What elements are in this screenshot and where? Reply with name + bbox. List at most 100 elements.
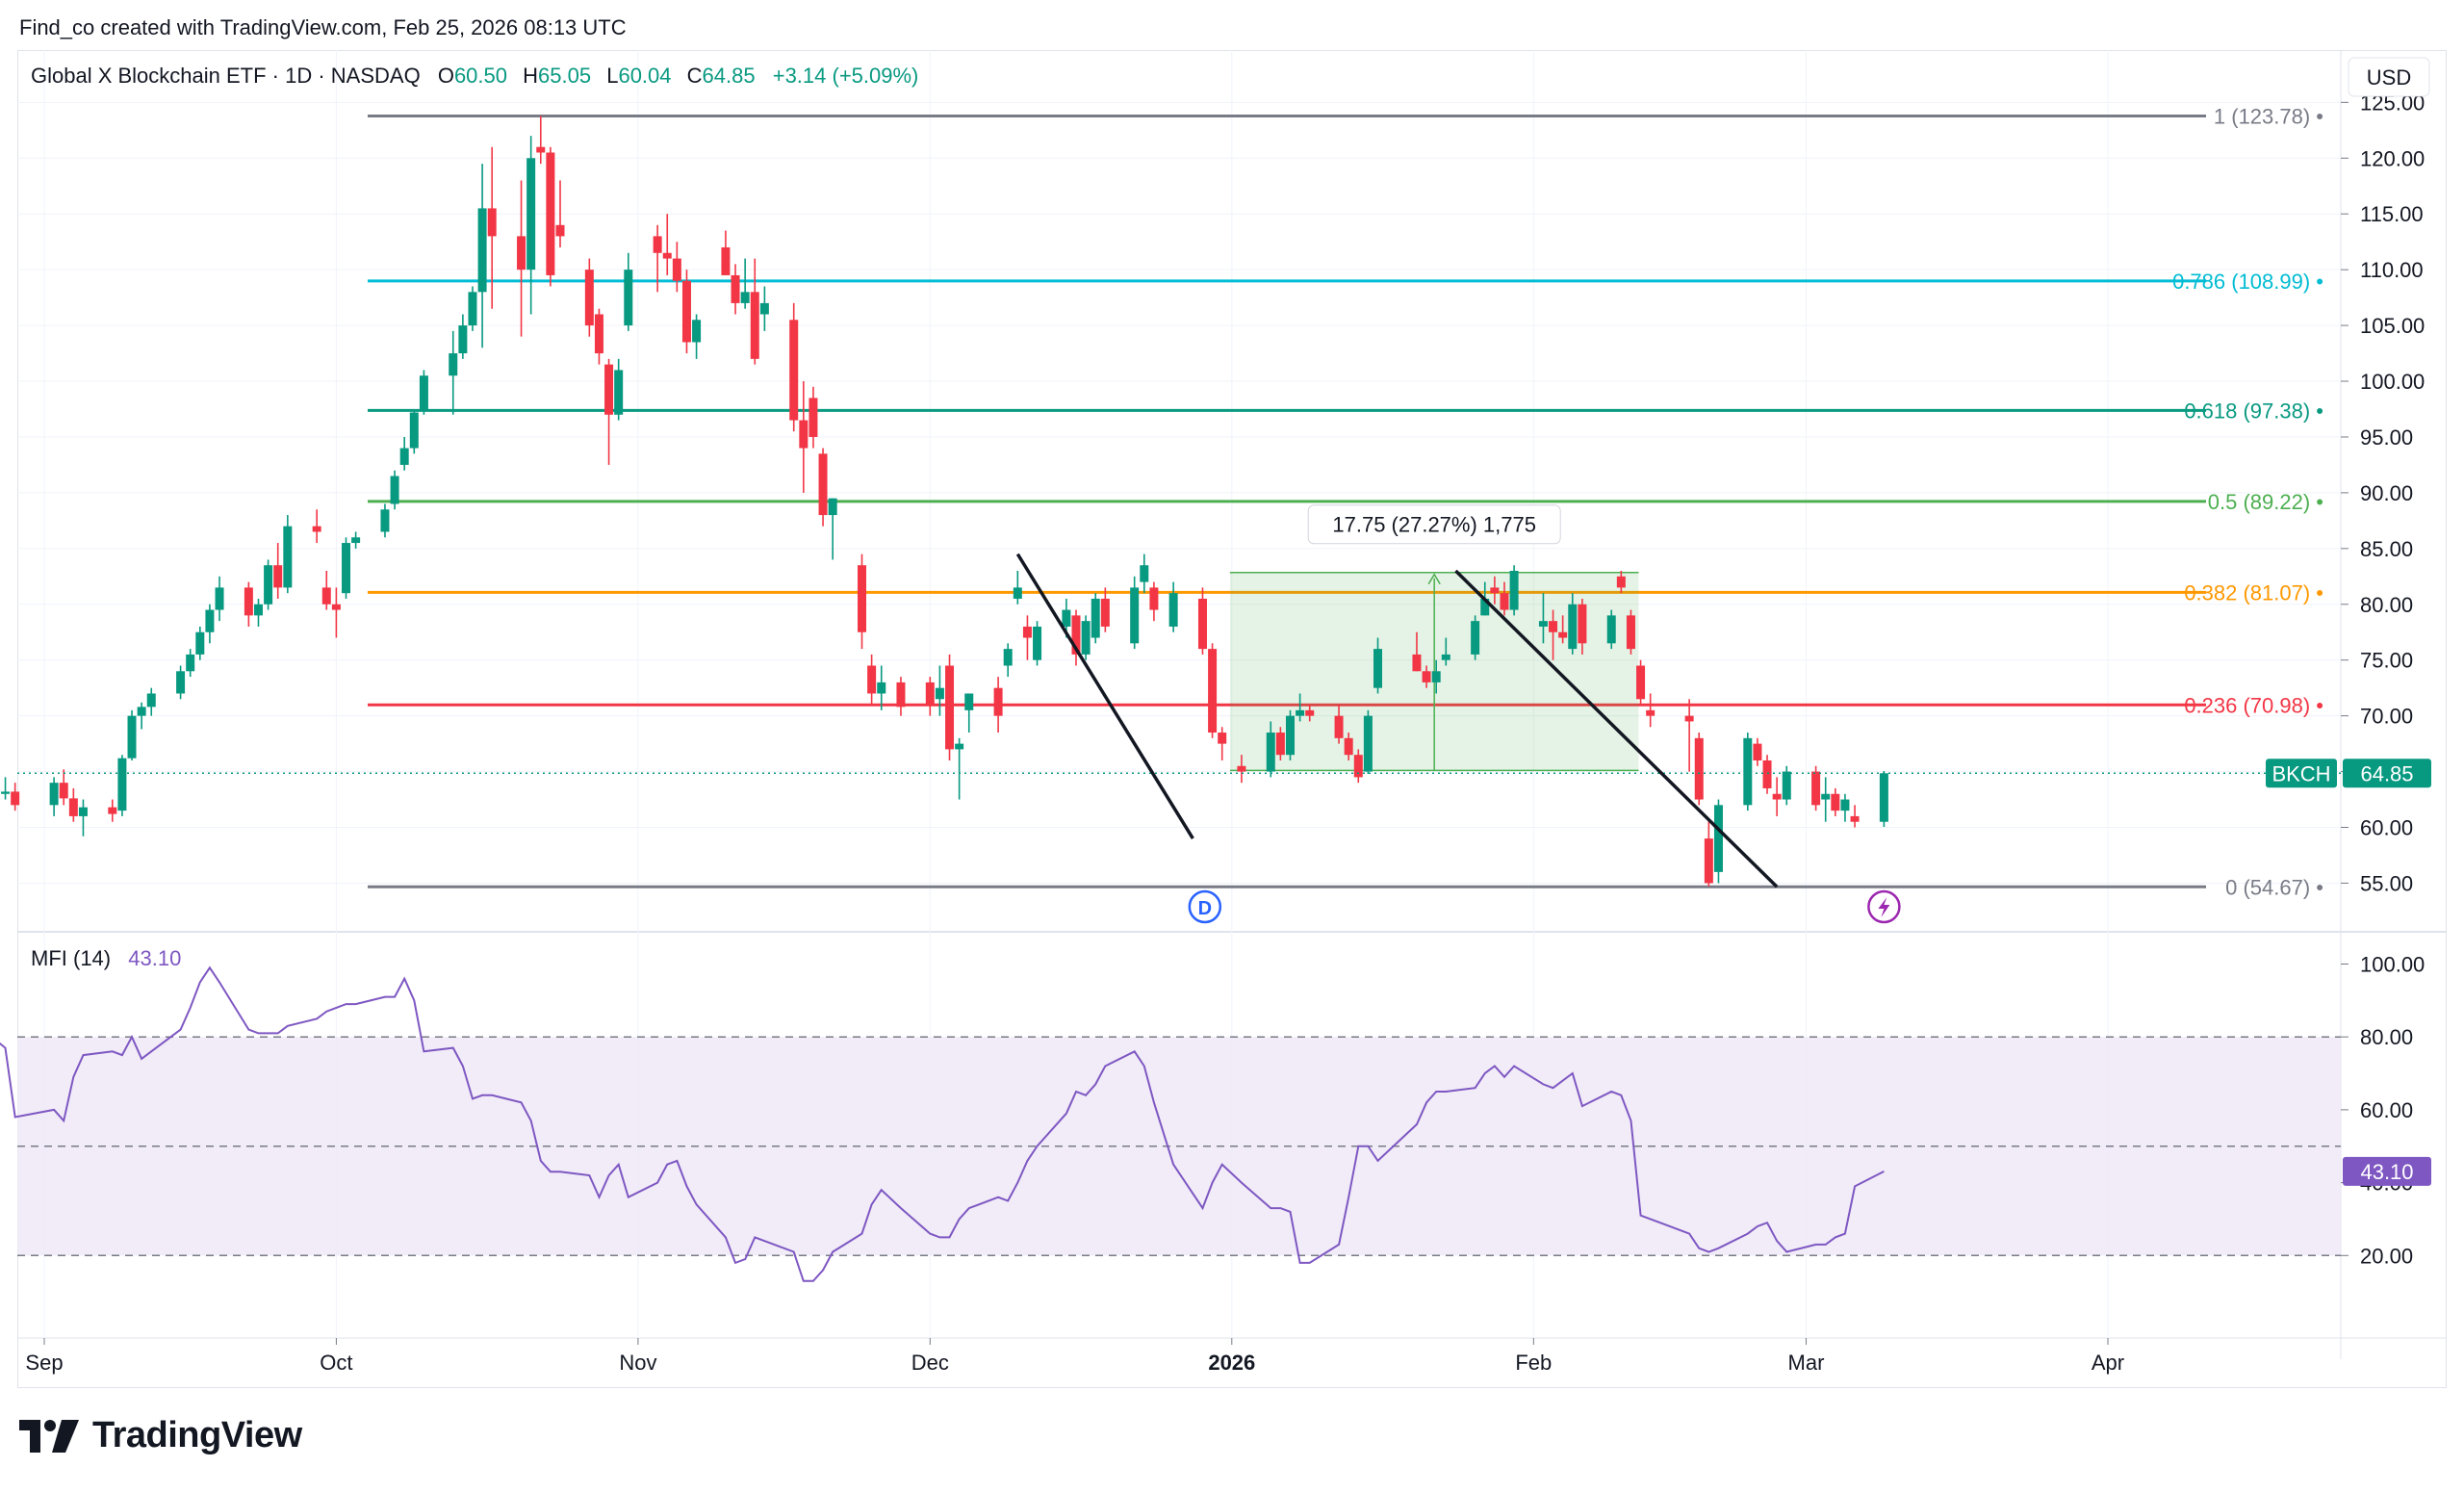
candle-body [1305,709,1315,716]
candle-body [1811,771,1821,806]
candle-body [146,693,156,708]
candle-body [127,715,137,759]
candle-body [68,798,78,816]
candle-body [614,370,624,415]
candle-body [1296,709,1305,716]
candle-body [195,631,205,655]
mfi-label: MFI (14) [31,946,111,970]
candle-body [828,498,837,516]
candle-body [594,314,603,354]
candle-body [1606,615,1616,644]
candle-body [896,682,906,708]
candle-body [186,654,195,672]
price-tick-label: 90.00 [2360,481,2413,505]
candle-body [117,758,127,811]
mfi-line [0,965,1885,1282]
close-label: C [687,64,703,88]
candle-body [1062,609,1071,627]
candle-body [253,604,263,616]
candle-body [555,224,565,237]
symbol-tag: BKCH [2272,761,2330,785]
candle-body [935,687,944,700]
candle-body [1441,654,1450,660]
fib-level-label: 0.382 (81.07) • [2184,580,2323,605]
ohlc-legend[interactable]: Global X Blockchain ETF · 1D · NASDAQ O6… [31,64,918,88]
lightning-icon [1878,897,1890,917]
mfi-tick-label: 80.00 [2360,1025,2413,1049]
candle-body [945,665,955,750]
price-tick-label: 110.00 [2360,258,2424,282]
candle-body [449,353,458,376]
change-value: +3.14 (+5.09%) [773,64,919,88]
candle-body [1081,621,1091,655]
candle-body [409,412,419,449]
fib-level-label: 0 (54.67) • [2225,875,2323,899]
candle-body [858,565,867,632]
candle-body [1509,571,1519,610]
mfi-value-tag-box [2343,1156,2431,1186]
candle-body [1218,733,1227,744]
time-tick-label: Mar [1788,1351,1825,1375]
candle-body [818,453,828,516]
candle-body [740,292,750,303]
candle-body [1558,631,1568,638]
candle-body [672,258,681,281]
trendlines[interactable]: D [1015,553,1901,924]
candle-body [1782,771,1791,800]
candle-body [59,783,68,799]
open-label: O [438,64,454,88]
candle-body [351,537,361,544]
candle-body [1684,715,1694,722]
fibonacci-retracement[interactable]: 1 (123.78) • 0.786 (108.99) • 0.618 (97.38… [368,104,2323,899]
candle-body [1831,793,1840,811]
candle-body [1772,793,1782,800]
candle-body [1033,626,1042,660]
mfi-tick-label: 20.00 [2360,1244,2413,1268]
price-tick-label: 70.00 [2360,705,2413,729]
high-value: 65.05 [538,64,591,88]
mfi-tick-label: 100.00 [2360,952,2425,976]
candle-body [1149,587,1159,610]
time-tick-label: Apr [2092,1351,2124,1375]
candle-body [1334,715,1344,738]
tradingview-logo-icon [19,1419,79,1453]
candle-body [1412,654,1422,672]
candle-body [1753,743,1762,760]
time-tick-label: 2026 [1208,1351,1255,1375]
currency-button[interactable] [2348,57,2430,97]
candle-body [759,302,769,315]
tradingview-logo[interactable]: TradingView [19,1415,302,1456]
candle-body [1022,626,1032,638]
price-tick-label: 100.00 [2360,370,2425,394]
candle-body [1140,565,1149,582]
trendline[interactable] [1454,569,1779,888]
candle-body [1850,815,1860,822]
candle-body [1373,649,1383,688]
mfi-legend[interactable]: MFI (14) 43.10 [31,946,181,970]
candle-body [692,320,702,343]
fib-level-label: 0.786 (108.99) • [2172,270,2323,294]
last-price-tag-box [2343,759,2431,788]
candle-body [1431,671,1441,682]
time-tick-label: Dec [911,1351,949,1375]
candle-body [1363,715,1373,772]
candle-body [1636,665,1646,700]
candle-body [1568,604,1578,650]
candle-body [1480,598,1490,616]
price-tick-label: 95.00 [2360,425,2413,450]
candle-body [1500,593,1509,610]
candle-body [750,292,759,359]
currency-label: USD [2367,65,2411,90]
trendline[interactable] [1015,553,1194,840]
candle-body [1237,765,1246,772]
candle-body [215,587,224,610]
open-value: 60.50 [454,64,507,88]
mfi-value: 43.10 [128,946,181,970]
candle-body [458,325,468,354]
candle-body [468,292,477,326]
dividend-marker[interactable] [1188,889,1222,924]
candle-body [1743,737,1753,806]
candles [1,116,2341,887]
candle-body [789,320,799,421]
